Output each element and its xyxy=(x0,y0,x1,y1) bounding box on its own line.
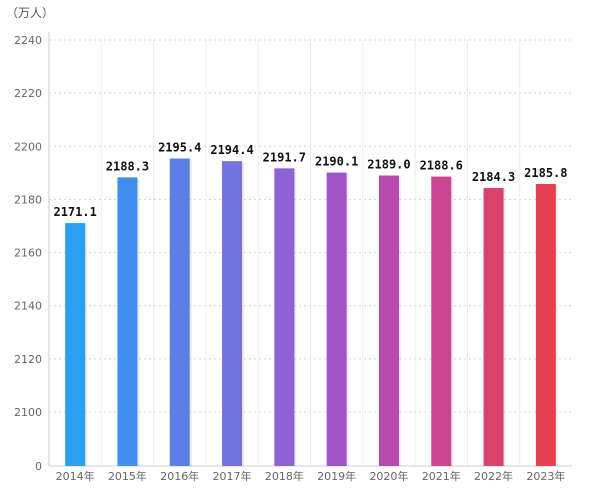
bar xyxy=(483,188,504,466)
x-tick-label: 2017年 xyxy=(213,469,252,483)
data-label: 2194.4 xyxy=(210,143,253,157)
y-tick-label: 2160 xyxy=(14,247,42,260)
x-tick-label: 2023年 xyxy=(526,469,565,483)
data-label: 2190.1 xyxy=(315,155,358,169)
bar xyxy=(431,176,452,466)
data-label: 2171.1 xyxy=(53,205,96,219)
x-tick-label: 2015年 xyxy=(108,469,147,483)
y-tick-labels: 2100 2120 2140 2160 2180 2200 2220 2240 0 xyxy=(14,34,42,473)
bar xyxy=(274,168,295,466)
data-label: 2189.0 xyxy=(367,158,410,172)
data-label: 2188.3 xyxy=(106,159,149,173)
data-label: 2191.7 xyxy=(263,150,306,164)
bars xyxy=(65,158,558,467)
data-label: 2188.6 xyxy=(420,159,463,173)
y-tick-label: 2240 xyxy=(14,34,42,47)
x-tick-label: 2016年 xyxy=(160,469,199,483)
x-tick-label: 2014年 xyxy=(56,469,95,483)
bar xyxy=(65,223,86,466)
bar xyxy=(326,172,347,466)
y-tick-label: 2220 xyxy=(14,87,42,100)
grid-layer xyxy=(49,39,572,466)
x-tick-labels: 2014年 2015年 2016年 2017年 2018年 2019年 2020年 2021年… xyxy=(56,469,566,483)
x-tick-label: 2021年 xyxy=(422,469,461,483)
y-tick-label: 2140 xyxy=(14,300,42,313)
data-label: 2185.8 xyxy=(524,166,567,180)
y-tick-label: 2100 xyxy=(14,406,42,419)
y-tick-label: 2120 xyxy=(14,353,42,366)
y-tick-label-zero: 0 xyxy=(35,460,42,473)
bar xyxy=(117,177,138,467)
bar xyxy=(169,158,190,466)
y-tick-label: 2180 xyxy=(14,193,42,206)
x-tick-label: 2020年 xyxy=(369,469,408,483)
bar xyxy=(535,184,556,466)
data-label: 2195.4 xyxy=(158,141,201,155)
x-tick-label: 2018年 xyxy=(265,469,304,483)
data-labels: 2171.1 2188.3 2195.4 2194.4 2191.7 2190.1 2189… xyxy=(53,141,567,220)
bar xyxy=(378,175,399,466)
bar xyxy=(222,161,243,466)
x-tick-label: 2019年 xyxy=(317,469,356,483)
y-tick-label: 2200 xyxy=(14,140,42,153)
x-tick-label: 2022年 xyxy=(474,469,513,483)
unit-label: （万人） xyxy=(6,6,54,20)
data-label: 2184.3 xyxy=(472,170,515,184)
